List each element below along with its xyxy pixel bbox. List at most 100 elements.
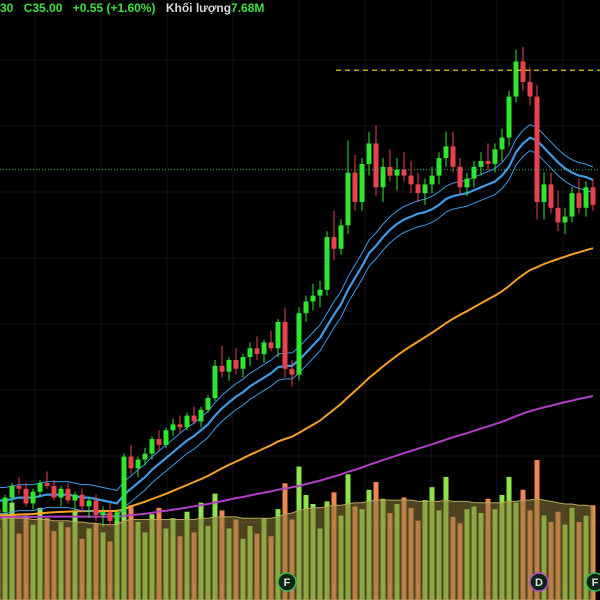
candles — [0, 46, 596, 527]
candle — [590, 178, 596, 211]
candle — [114, 509, 120, 524]
candle-body — [121, 456, 127, 513]
ema-fast-line — [0, 136, 594, 505]
price-header: 30 C35.00 +0.55 (+1.60%) Khối lượng7.68M — [0, 0, 271, 16]
candle — [86, 497, 92, 519]
candle-body — [37, 482, 43, 492]
header-volume-label: Khối lượng — [165, 1, 232, 15]
candle-body — [268, 342, 274, 349]
candle — [443, 131, 449, 167]
candle — [485, 143, 491, 170]
candle — [275, 319, 281, 358]
candle-body — [254, 348, 260, 355]
candle-body — [198, 409, 204, 422]
candle — [569, 187, 575, 223]
candle — [394, 158, 400, 191]
candle — [576, 178, 582, 214]
candle — [520, 46, 526, 91]
candle — [2, 494, 8, 516]
candle-body — [373, 143, 379, 188]
candle-body — [401, 169, 407, 176]
candle — [464, 172, 470, 197]
candle-body — [86, 500, 92, 507]
volume-ma-area — [0, 498, 594, 600]
candle-body — [352, 172, 358, 202]
candle-body — [289, 368, 295, 375]
candle-body — [107, 512, 113, 521]
ema-long-line — [0, 395, 594, 518]
event-marker[interactable]: D — [529, 572, 549, 592]
candle — [352, 155, 358, 211]
candle-body — [282, 321, 288, 369]
event-marker-label: F — [284, 577, 291, 589]
candle-body — [485, 160, 491, 164]
candle-body — [2, 497, 8, 513]
candle — [282, 307, 288, 378]
candle — [380, 158, 386, 202]
candle-body — [247, 348, 253, 358]
candle — [205, 395, 211, 413]
candle-body — [16, 485, 22, 489]
candle — [401, 152, 407, 182]
candle-body — [65, 488, 71, 501]
candle-body — [359, 163, 365, 202]
candle-body — [93, 500, 99, 516]
candle-body — [436, 158, 442, 176]
candle-body — [163, 430, 169, 445]
candle-body — [44, 482, 50, 486]
candle-body — [415, 184, 421, 194]
candle-body — [0, 509, 1, 513]
candle-body — [51, 485, 57, 498]
candle — [72, 491, 78, 513]
candle — [541, 172, 547, 220]
candle — [387, 149, 393, 182]
candle — [366, 131, 372, 176]
candle — [534, 84, 540, 220]
candle-body — [177, 424, 183, 428]
candle-body — [422, 184, 428, 194]
candle — [9, 482, 15, 504]
candle — [226, 357, 232, 381]
candle — [177, 415, 183, 434]
candle — [65, 482, 71, 504]
candle-body — [30, 491, 36, 504]
candle-body — [296, 313, 302, 375]
candle-body — [555, 207, 561, 223]
candle-body — [562, 216, 568, 223]
event-marker[interactable]: F — [277, 572, 297, 592]
candle-body — [380, 166, 386, 188]
candle — [492, 143, 498, 173]
candle-body — [226, 360, 232, 372]
candle-body — [114, 512, 120, 521]
candle — [51, 480, 57, 501]
candle-body — [149, 439, 155, 454]
candle — [289, 360, 295, 387]
candle-body — [527, 81, 533, 97]
candle — [548, 172, 554, 214]
candle-body — [478, 160, 484, 167]
candle-body — [9, 485, 15, 498]
candle-body — [184, 415, 190, 428]
candle-body — [135, 459, 141, 469]
candle-body — [520, 61, 526, 82]
candle-body — [205, 398, 211, 410]
event-marker-label: F — [592, 577, 599, 589]
event-markers[interactable]: FFDF — [0, 572, 600, 592]
ema-fast-lower-band — [0, 150, 594, 517]
event-marker[interactable]: F — [585, 572, 600, 592]
candle-body — [513, 61, 519, 97]
candle — [163, 427, 169, 448]
candle — [121, 453, 127, 519]
candle-body — [338, 225, 344, 249]
candle-body — [303, 301, 309, 314]
candle — [499, 128, 505, 161]
candle — [212, 360, 218, 401]
candle-body — [492, 149, 498, 164]
candle-body — [23, 488, 29, 504]
candle-body — [471, 166, 477, 179]
candle-body — [429, 175, 435, 185]
candle-body — [317, 289, 323, 296]
candle — [170, 418, 176, 437]
candle — [457, 158, 463, 197]
